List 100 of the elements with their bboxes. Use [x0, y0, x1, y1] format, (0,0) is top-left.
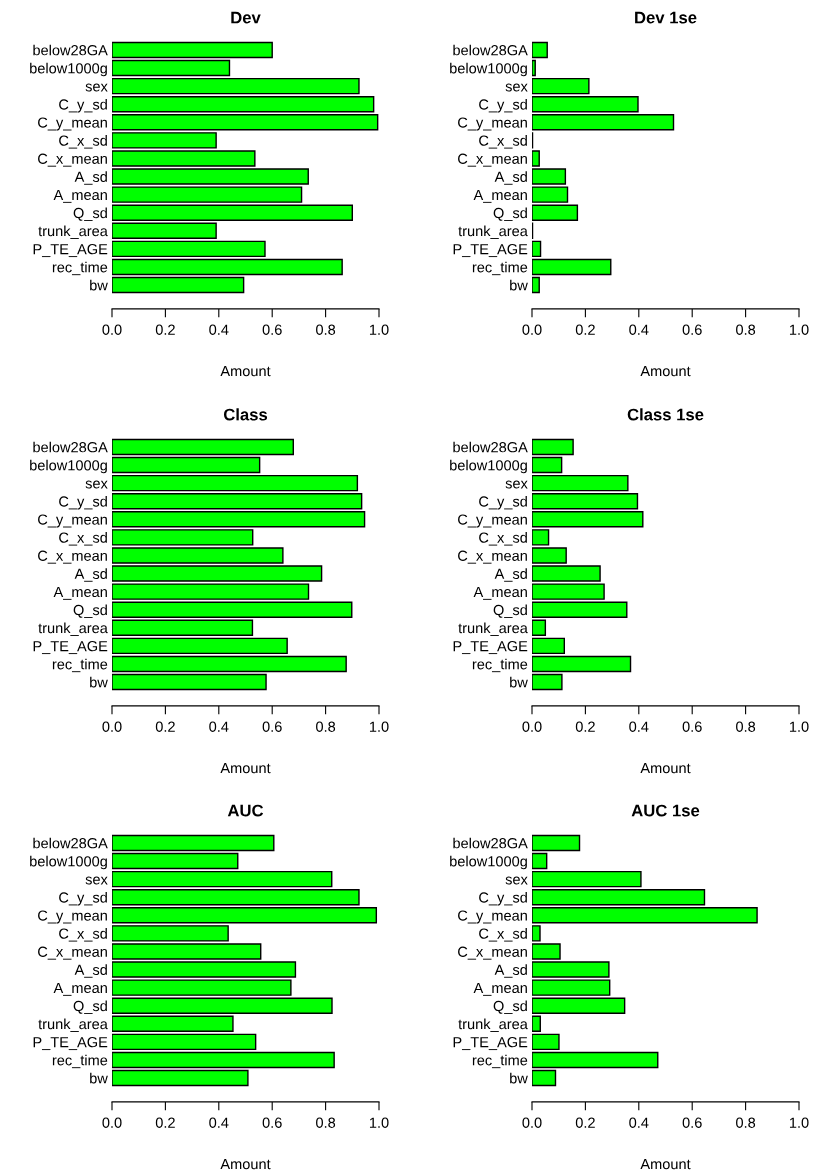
y-tick-label: bw: [90, 1072, 108, 1084]
y-tick-label: C_x_mean: [458, 550, 527, 564]
x-tick-label: 1.0: [369, 1117, 389, 1128]
y-tick-label: bw: [510, 676, 528, 688]
y-tick-label: below28GA: [453, 44, 528, 56]
y-tick-label: C_x_mean: [38, 550, 107, 564]
y-tick-label: A_mean: [473, 189, 527, 203]
chart-title: Dev: [231, 11, 261, 24]
y-tick-label: A_sd: [74, 568, 107, 582]
x-tick-label: 0.8: [316, 721, 336, 732]
bar: [112, 258, 343, 276]
bar: [112, 96, 375, 113]
y-tick-label: C_y_sd: [479, 891, 527, 906]
bar: [112, 870, 333, 888]
y-tick-label: C_x_sd: [479, 532, 527, 546]
bar: [112, 204, 353, 221]
x-tick-label: 0.6: [262, 324, 282, 335]
y-tick-label: Q_sd: [493, 207, 527, 221]
y-tick-label: below28GA: [33, 441, 108, 453]
bar: [532, 1069, 557, 1087]
y-tick-label: Q_sd: [73, 604, 107, 618]
bar: [532, 511, 644, 528]
y-tick-label: C_x_sd: [59, 532, 107, 546]
bar: [532, 276, 540, 294]
y-tick-label: A_sd: [494, 568, 527, 582]
y-tick-label: C_y_sd: [479, 495, 527, 510]
y-tick-label: below1000g: [30, 855, 107, 870]
x-tick-label: 0.4: [209, 324, 229, 335]
x-tick-label: 0.2: [155, 324, 175, 335]
bar: [112, 59, 231, 77]
bar: [532, 889, 706, 906]
bar: [112, 276, 245, 294]
bar: [532, 1015, 541, 1032]
y-tick-label: A_sd: [74, 171, 107, 185]
y-tick-label: C_y_sd: [59, 495, 107, 510]
y-tick-label: sex: [85, 83, 108, 92]
y-tick-label: trunk_area: [458, 622, 528, 636]
x-tick-label: 0.8: [316, 1117, 336, 1128]
bar: [532, 655, 632, 673]
bar: [532, 997, 626, 1014]
bar: [112, 673, 267, 691]
chart-title: Class 1se: [627, 408, 704, 421]
x-tick-label: 0.0: [102, 324, 122, 335]
bar: [532, 907, 758, 924]
bar: [532, 1051, 659, 1069]
x-tick-label: 0.6: [682, 1117, 702, 1128]
x-tick-label: 0.0: [522, 1117, 542, 1128]
y-tick-label: sex: [505, 480, 528, 489]
y-tick-label: C_x_mean: [38, 153, 107, 167]
x-tick-label: 0.0: [102, 1117, 122, 1128]
bar: [532, 673, 563, 691]
y-tick-label: trunk_area: [38, 1018, 108, 1032]
bar: [532, 77, 590, 95]
x-tick-label: 0.8: [736, 1117, 756, 1128]
x-axis-title: Amount: [640, 1159, 691, 1170]
y-tick-label: C_x_sd: [59, 135, 107, 149]
y-tick-label: C_x_mean: [458, 153, 527, 167]
y-tick-label: C_y_mean: [38, 910, 107, 924]
y-tick-label: bw: [90, 279, 108, 291]
x-tick-label: 0.8: [736, 324, 756, 335]
y-tick-label: C_y_sd: [59, 891, 107, 906]
bar: [112, 1033, 257, 1051]
x-tick-label: 1.0: [789, 324, 809, 335]
y-tick-label: P_TE_AGE: [33, 1036, 108, 1051]
chart-title: AUC: [227, 804, 264, 817]
bar: [112, 456, 261, 474]
x-tick-label: 0.4: [629, 1117, 649, 1128]
y-tick-label: A_sd: [74, 964, 107, 978]
bar: [532, 619, 547, 636]
y-tick-label: C_x_mean: [458, 946, 527, 960]
bar: [112, 637, 288, 655]
y-tick-label: rec_time: [52, 261, 108, 276]
y-tick-label: sex: [505, 876, 528, 885]
chart-title: Dev 1se: [635, 11, 697, 24]
x-tick-label: 0.0: [522, 324, 542, 335]
bar: [112, 240, 266, 258]
y-tick-label: A_mean: [53, 586, 107, 600]
bar: [112, 852, 239, 870]
x-axis-title: Amount: [220, 1159, 271, 1170]
y-tick-label: bw: [510, 1072, 528, 1084]
y-tick-label: A_mean: [53, 189, 107, 203]
x-tick-label: 0.8: [736, 721, 756, 732]
bar: [112, 511, 366, 528]
bar: [532, 41, 548, 59]
bar: [532, 493, 639, 510]
x-tick-label: 0.4: [209, 1117, 229, 1128]
y-tick-label: P_TE_AGE: [453, 1036, 528, 1051]
bar: [112, 77, 360, 95]
y-tick-label: below28GA: [33, 837, 108, 849]
x-tick-label: 1.0: [789, 1117, 809, 1128]
y-tick-label: C_y_mean: [458, 910, 527, 924]
y-tick-label: C_x_sd: [479, 135, 527, 149]
y-tick-label: P_TE_AGE: [453, 640, 528, 655]
y-tick-label: rec_time: [472, 261, 528, 276]
y-tick-label: Q_sd: [73, 1000, 107, 1014]
bar: [532, 601, 628, 618]
y-tick-label: below1000g: [30, 62, 107, 77]
bar: [532, 258, 612, 276]
y-tick-label: A_sd: [494, 171, 527, 185]
y-tick-label: C_x_sd: [59, 928, 107, 942]
